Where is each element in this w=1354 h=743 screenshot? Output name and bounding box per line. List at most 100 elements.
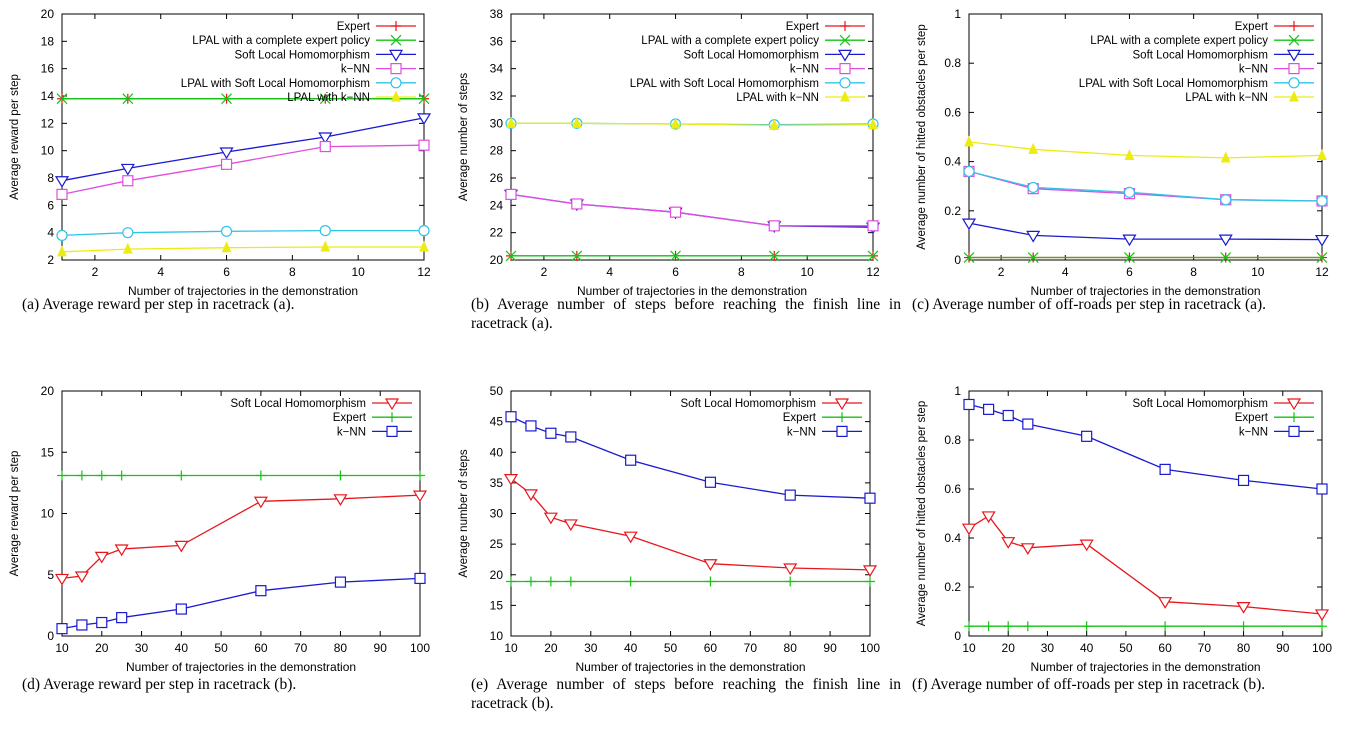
data-point (320, 240, 331, 252)
legend-label: k−NN (1239, 426, 1268, 438)
legend-marker (1288, 62, 1300, 75)
data-point (867, 220, 879, 232)
series-lpal-with-k-nn (964, 135, 1327, 163)
data-point (525, 576, 536, 587)
data-point (76, 619, 88, 631)
legend-item: Expert (783, 412, 862, 424)
data-point (220, 225, 233, 237)
legend: Soft Local Homomorphism Expert k−NN (681, 398, 862, 438)
x-tick-label: 4 (157, 265, 164, 279)
data-point (1316, 483, 1328, 495)
x-axis-label: Number of trajectories in the demonstrat… (577, 284, 807, 298)
legend: Expert LPAL with a complete expert policy… (630, 21, 865, 104)
y-tick-label: 16 (41, 62, 55, 76)
series-lpal-with-k-nn (57, 240, 429, 257)
data-point (116, 470, 127, 481)
data-point (319, 93, 331, 105)
y-tick-label: 0.6 (944, 105, 961, 119)
legend-label: Expert (333, 412, 367, 424)
data-point (1317, 621, 1327, 632)
series-expert (964, 621, 1327, 632)
data-point (122, 227, 134, 239)
data-point (319, 140, 331, 153)
data-point (963, 252, 975, 263)
y-tick-label: 0.8 (944, 56, 961, 70)
legend-item: k−NN (341, 62, 416, 76)
y-tick-label: 10 (41, 144, 55, 158)
data-point (412, 490, 428, 503)
x-tick-label: 10 (352, 265, 366, 279)
x-axis-label: Number of trajectories in the demonstrat… (128, 284, 358, 298)
legend-label: Soft Local Homomorphism (684, 49, 820, 61)
y-tick-label: 15 (41, 445, 55, 459)
data-point (961, 523, 977, 536)
legend-label: k−NN (790, 64, 819, 76)
x-tick-label: 20 (544, 641, 558, 655)
legend-item: LPAL with Soft Local Homomorphism (181, 77, 416, 90)
x-tick-label: 30 (135, 641, 149, 655)
x-tick-label: 30 (1041, 641, 1055, 655)
legend-label: LPAL with a complete expert policy (641, 35, 819, 47)
x-tick-label: 6 (672, 265, 679, 279)
y-tick-label: 10 (41, 507, 55, 521)
x-tick-label: 60 (254, 641, 268, 655)
data-point (335, 470, 346, 481)
legend-marker (390, 62, 402, 75)
y-tick-label: 28 (490, 144, 504, 158)
y-axis-label: Average number of hitted obstacles per s… (916, 24, 928, 249)
data-point (1220, 151, 1231, 163)
data-point (1020, 543, 1035, 555)
legend-marker (840, 90, 850, 102)
data-point (1027, 181, 1039, 194)
y-axis-label: Average number of steps (458, 73, 470, 202)
caption-f: (f) Average number of off-roads per step… (912, 676, 1266, 693)
series-soft-local-homomorphism (503, 473, 878, 578)
data-point (864, 492, 876, 504)
data-point (318, 132, 333, 145)
legend-label: Soft Local Homomorphism (1133, 398, 1269, 410)
plot-frame (510, 13, 874, 261)
data-point (1079, 539, 1094, 552)
y-tick-label: 20 (490, 253, 504, 267)
y-tick-label: 0.8 (944, 433, 961, 447)
data-point (670, 117, 681, 129)
data-point (1316, 195, 1328, 207)
data-point (505, 250, 517, 262)
legend-marker (386, 425, 398, 437)
data-point (964, 135, 974, 147)
data-point (963, 398, 975, 411)
y-axis-label: Average reward per step (9, 451, 21, 577)
legend-item: k−NN (337, 425, 412, 438)
y-tick-label: 14 (41, 89, 55, 103)
legend-marker (839, 62, 851, 75)
data-point (96, 616, 108, 629)
y-tick-label: 6 (47, 198, 54, 212)
y-tick-label: 4 (47, 226, 54, 240)
data-point (1317, 148, 1327, 161)
legend-marker (1286, 49, 1302, 62)
data-point (418, 225, 430, 237)
data-point (415, 470, 425, 481)
legend-marker (837, 412, 847, 423)
legend-item: Soft Local Homomorphism (1133, 49, 1314, 62)
data-point (414, 572, 426, 585)
legend-marker (840, 21, 850, 31)
data-point (57, 245, 67, 257)
x-tick-label: 100 (860, 641, 880, 655)
series-lpal-with-k-nn (506, 116, 878, 130)
y-tick-label: 22 (490, 226, 504, 240)
x-tick-label: 90 (374, 641, 388, 655)
data-point (505, 411, 517, 423)
x-tick-label: 80 (334, 641, 348, 655)
data-point (253, 496, 268, 509)
data-point (625, 454, 637, 466)
data-point (1123, 186, 1136, 198)
caption-b: (b) Average number of steps before reach… (471, 296, 901, 332)
legend-marker (390, 77, 402, 89)
x-tick-label: 8 (738, 265, 745, 279)
series-lpal-with-a-complete-expert-policy (963, 252, 1328, 263)
x-tick-label: 50 (214, 641, 228, 655)
